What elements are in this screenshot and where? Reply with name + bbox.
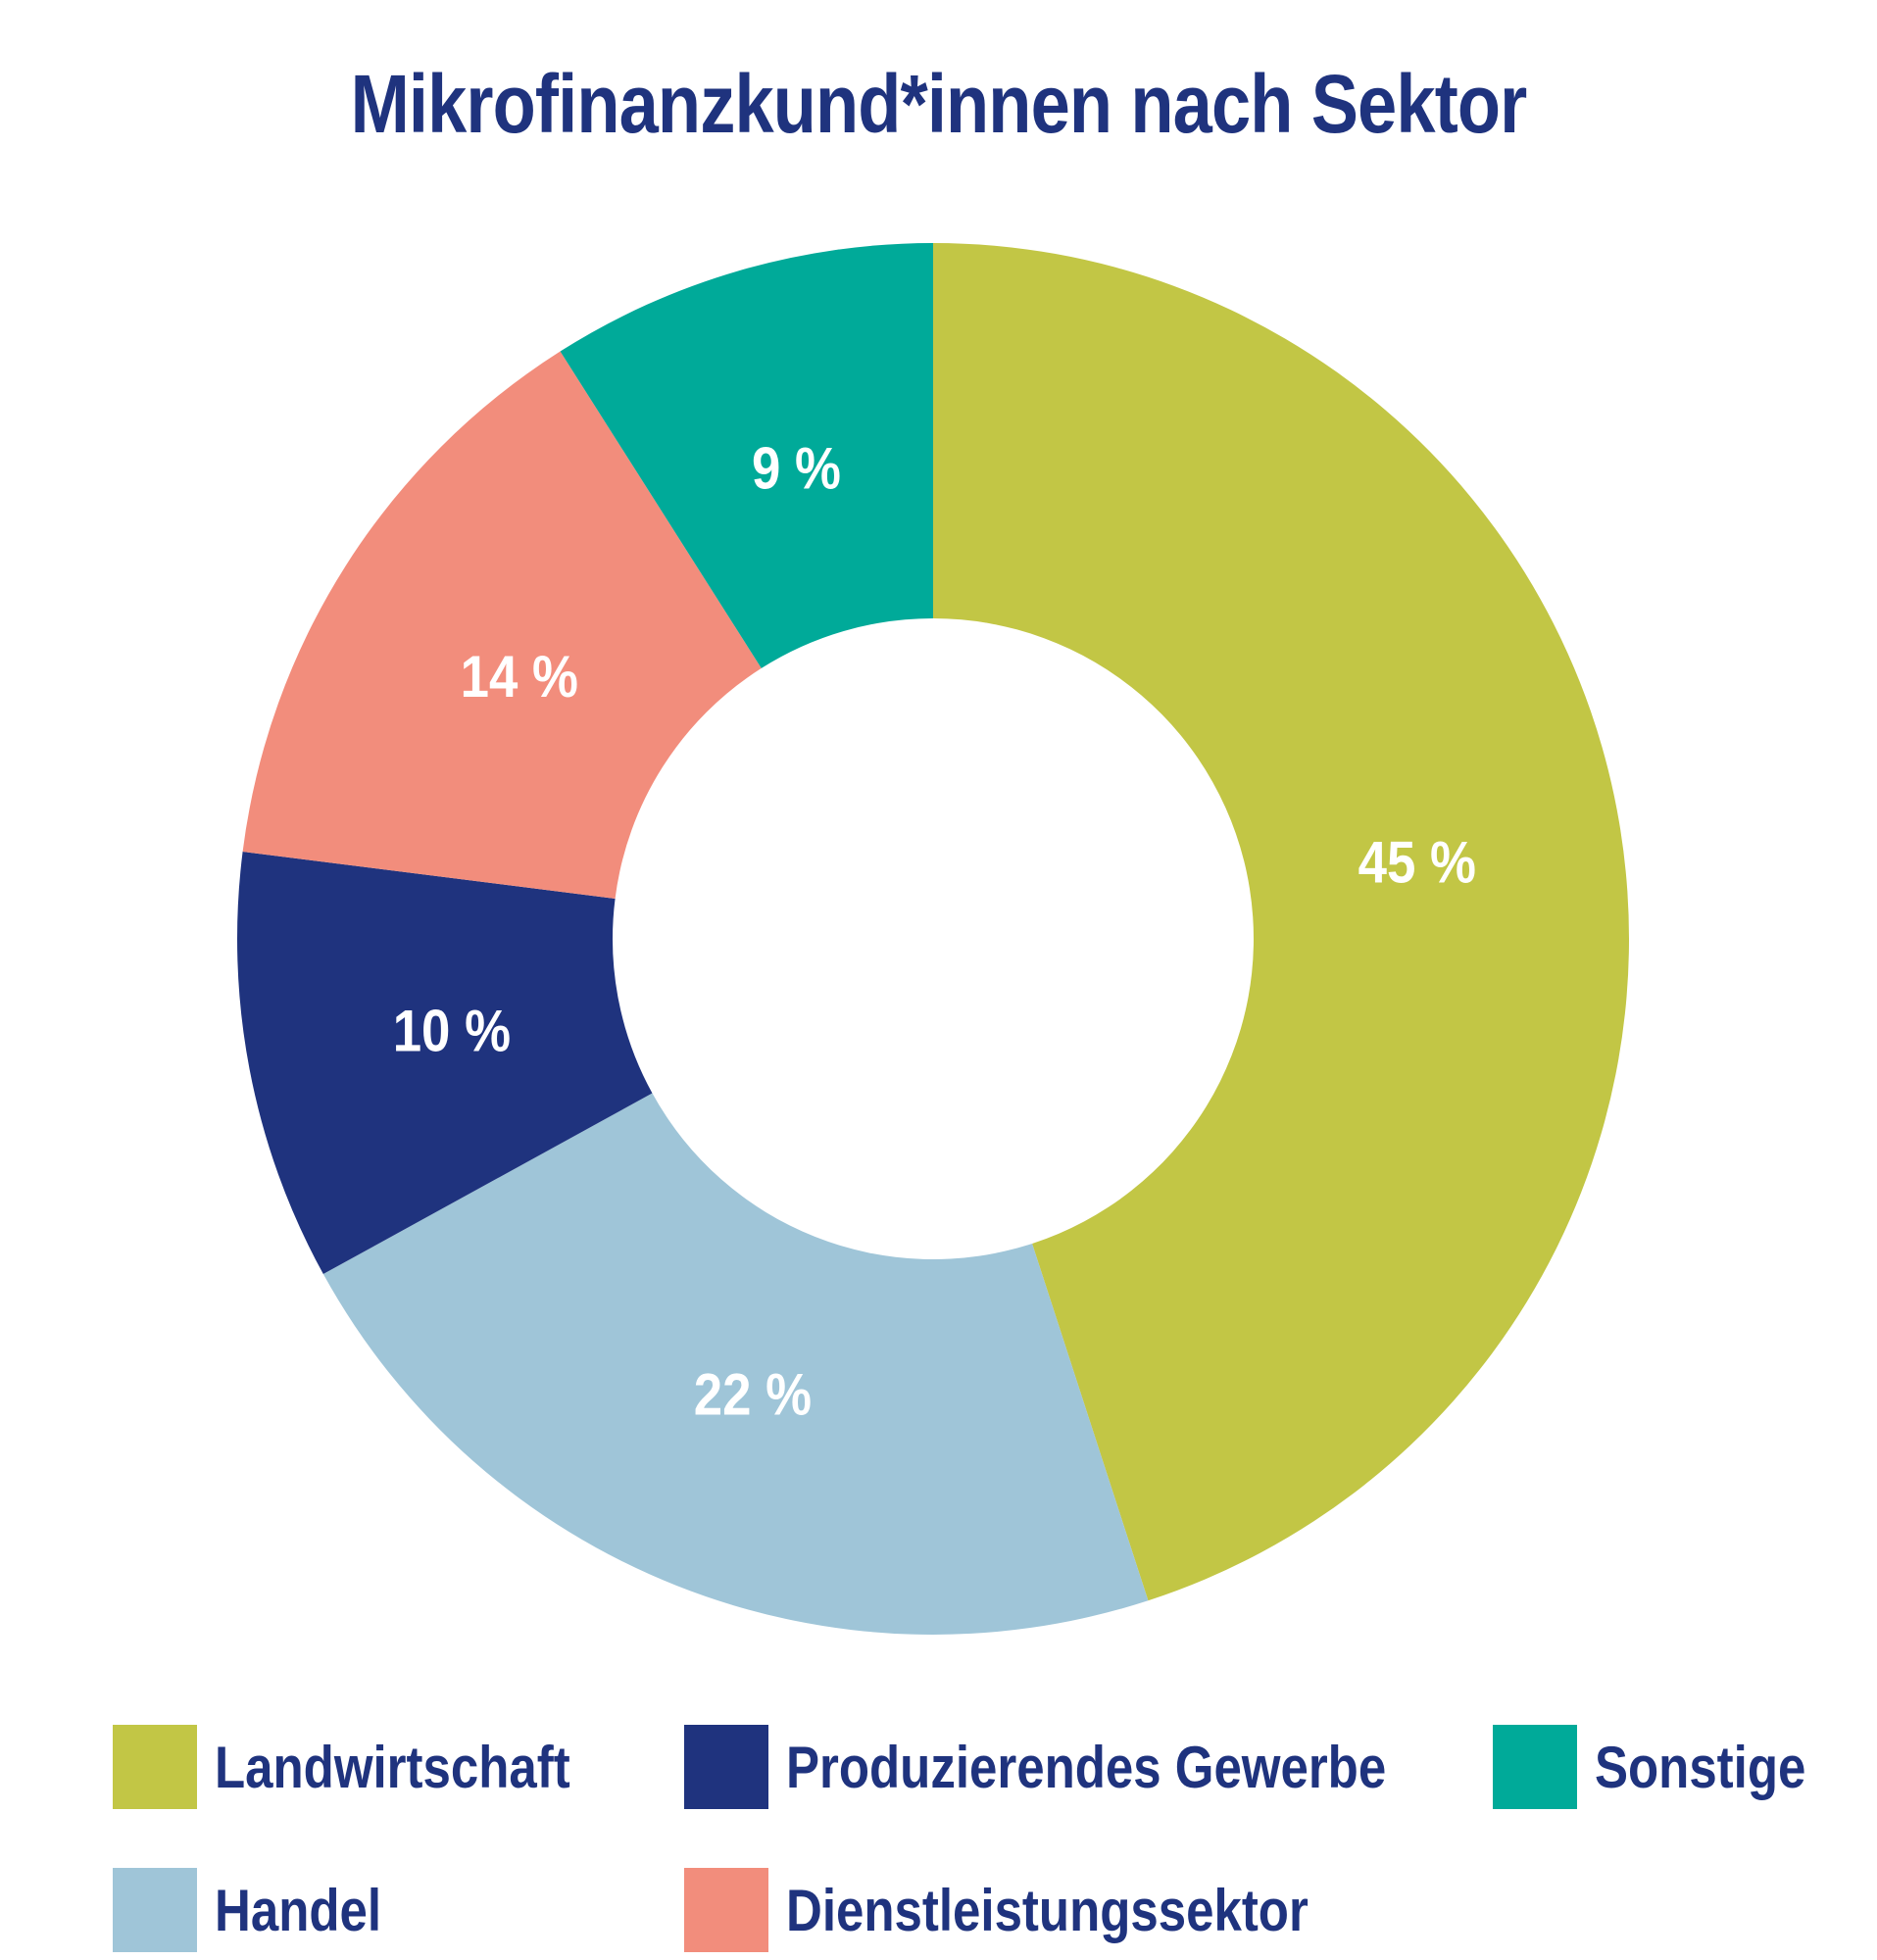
slice-label-produzierendes-gewerbe: 10 % (393, 998, 511, 1063)
legend-item-sonstige: Sonstige (1493, 1725, 1843, 1809)
donut-slice-handel (322, 1093, 1149, 1635)
legend-swatch-handel (113, 1868, 197, 1952)
legend-item-landwirtschaft: Landwirtschaft (113, 1725, 633, 1809)
donut-slice-produzierendes-gewerbe (237, 852, 653, 1275)
slice-label-dienstleistungssektor: 14 % (461, 644, 578, 710)
legend-item-produzierendes-gewerbe: Produzierendes Gewerbe (684, 1725, 1492, 1809)
legend-swatch-produzierendes-gewerbe (684, 1725, 768, 1809)
legend-label-handel: Handel (215, 1877, 382, 1943)
legend-swatch-landwirtschaft (113, 1725, 197, 1809)
legend-swatch-dienstleistungssektor (684, 1868, 768, 1952)
legend-item-handel: Handel (113, 1868, 411, 1952)
legend-item-dienstleistungssektor: Dienstleistungssektor (684, 1868, 1401, 1952)
legend-label-landwirtschaft: Landwirtschaft (215, 1734, 570, 1800)
donut-chart: 45 % 22 % 10 % 14 % 9 % (237, 243, 1629, 1635)
donut-slice-landwirtschaft (933, 243, 1629, 1601)
slice-label-landwirtschaft: 45 % (1358, 829, 1476, 895)
chart-title: Mikrofinanzkund*innen nach Sektor (350, 58, 1528, 150)
donut-slice-sonstige (560, 243, 933, 668)
legend-label-sonstige: Sonstige (1595, 1734, 1806, 1800)
donut-slice-labels: 45 % 22 % 10 % 14 % 9 % (393, 435, 1476, 1427)
slice-label-handel: 22 % (694, 1361, 812, 1427)
donut-slice-dienstleistungssektor (242, 351, 762, 900)
slice-label-sonstige: 9 % (752, 435, 841, 501)
legend-swatch-sonstige (1493, 1725, 1577, 1809)
legend-label-dienstleistungssektor: Dienstleistungssektor (786, 1877, 1309, 1943)
donut-slices (237, 243, 1629, 1635)
legend-label-produzierendes-gewerbe: Produzierendes Gewerbe (786, 1734, 1387, 1800)
